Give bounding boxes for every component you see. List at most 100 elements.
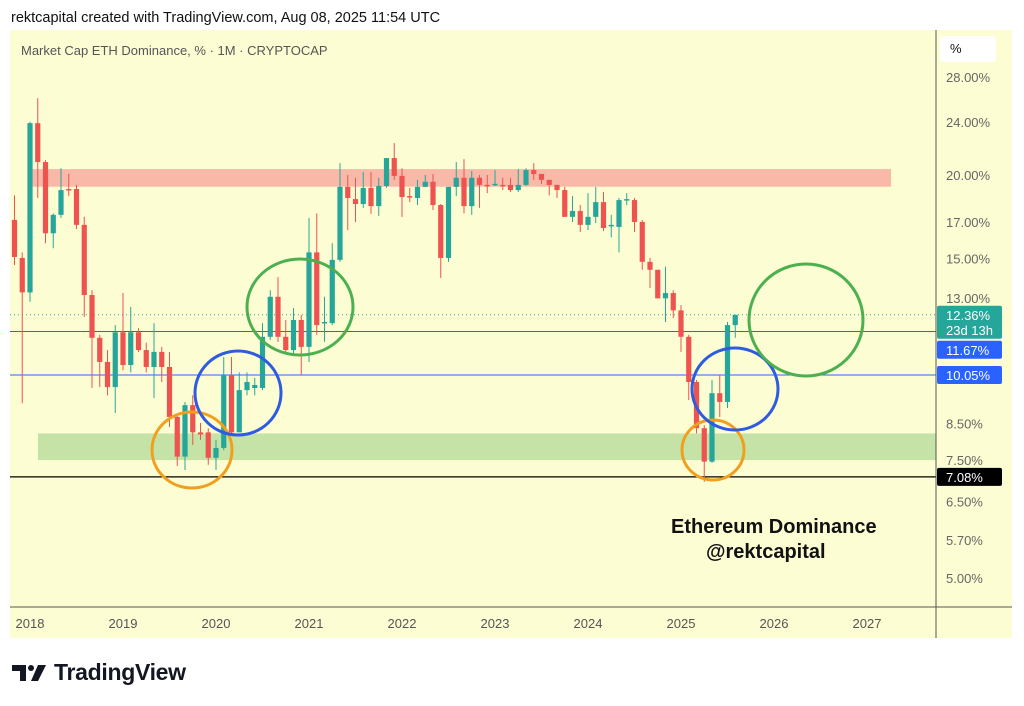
candle-body bbox=[89, 295, 95, 338]
candle-body bbox=[360, 187, 366, 205]
y-tick-label: 5.70% bbox=[946, 533, 983, 548]
candle-body bbox=[554, 184, 560, 191]
chart-credit: rektcapital created with TradingView.com… bbox=[11, 10, 441, 26]
candle-body bbox=[337, 186, 343, 260]
x-tick-label: 2022 bbox=[388, 616, 417, 631]
candle-body bbox=[298, 320, 304, 347]
candle-body bbox=[190, 405, 196, 433]
candle-body bbox=[469, 177, 475, 207]
candle-body bbox=[391, 158, 397, 176]
candle-body bbox=[422, 181, 428, 187]
y-tick-label: 5.00% bbox=[946, 571, 983, 586]
tradingview-logo[interactable]: TradingView bbox=[12, 659, 186, 686]
orange-circle-2025 bbox=[680, 418, 746, 482]
candle-body bbox=[569, 211, 576, 217]
chart-panel[interactable] bbox=[10, 30, 1012, 638]
resistance-zone bbox=[31, 169, 891, 187]
candle-body bbox=[670, 293, 676, 311]
price-scale-unit-button[interactable]: % bbox=[940, 36, 996, 62]
level-badge-0-text: 11.67% bbox=[946, 343, 990, 358]
candle-body bbox=[562, 190, 568, 217]
candle-body bbox=[655, 269, 661, 299]
last-price-badge bbox=[937, 305, 1002, 339]
candle-body bbox=[120, 332, 126, 366]
y-tick-label: 28.00% bbox=[946, 70, 991, 85]
candle-body bbox=[104, 361, 111, 388]
level-badge-1-text: 10.05% bbox=[946, 368, 991, 383]
candle-body bbox=[531, 170, 537, 174]
last-price-badge-text: 12.36% bbox=[946, 308, 991, 323]
y-tick-label: 7.50% bbox=[946, 453, 983, 468]
blue-circle-2020 bbox=[193, 349, 283, 437]
candle-body bbox=[717, 393, 723, 402]
candle-body bbox=[608, 224, 614, 227]
candle-body bbox=[197, 432, 204, 435]
candle-body bbox=[267, 296, 273, 337]
x-tick-label: 2020 bbox=[202, 616, 231, 631]
candle-body bbox=[383, 158, 390, 186]
candle-body bbox=[166, 366, 173, 417]
candle-body bbox=[236, 390, 242, 433]
candle-body bbox=[616, 200, 622, 227]
candle-body bbox=[27, 123, 33, 293]
candle-body bbox=[445, 186, 452, 258]
candle-body bbox=[252, 384, 258, 388]
y-tick-label: 15.00% bbox=[946, 252, 991, 267]
watermark-handle: @rektcapital bbox=[706, 541, 826, 563]
candle-body bbox=[523, 170, 529, 185]
candle-body bbox=[314, 252, 320, 326]
candle-body bbox=[438, 205, 444, 258]
green-circle-2020 bbox=[245, 257, 355, 357]
y-tick-label: 13.00% bbox=[946, 291, 991, 306]
x-tick-label: 2019 bbox=[109, 616, 138, 631]
candle-body bbox=[631, 200, 638, 222]
candle-body bbox=[414, 186, 421, 198]
candle-body bbox=[453, 177, 459, 187]
candle-body bbox=[244, 382, 250, 391]
candle-body bbox=[306, 252, 312, 347]
candle-body bbox=[647, 261, 653, 270]
tradingview-logo-icon bbox=[12, 664, 46, 681]
green-circle-target bbox=[747, 262, 865, 378]
candle-body bbox=[174, 416, 180, 457]
candle-body bbox=[639, 221, 645, 262]
candle-body bbox=[259, 336, 266, 388]
level-badge-1 bbox=[937, 365, 1002, 384]
candle-body bbox=[585, 216, 591, 225]
candle-body bbox=[593, 202, 599, 217]
candle-body bbox=[662, 293, 669, 299]
x-tick-label: 2026 bbox=[760, 616, 789, 631]
candle-body bbox=[151, 351, 157, 367]
candle-body bbox=[58, 190, 64, 215]
candle-body bbox=[159, 351, 165, 367]
candle-body bbox=[50, 214, 56, 234]
level-badge-2 bbox=[937, 467, 1002, 486]
x-tick-label: 2025 bbox=[667, 616, 696, 631]
x-tick-label: 2018 bbox=[16, 616, 45, 631]
candle-body bbox=[577, 211, 583, 225]
candle-body bbox=[321, 321, 328, 324]
candle-body bbox=[213, 447, 219, 458]
candle-body bbox=[538, 173, 545, 180]
candle-body bbox=[430, 181, 436, 206]
candle-body bbox=[128, 332, 134, 366]
x-tick-label: 2023 bbox=[481, 616, 510, 631]
candle-body bbox=[701, 428, 707, 462]
watermark-title: Ethereum Dominance bbox=[671, 516, 877, 538]
candle-body bbox=[515, 184, 521, 191]
candle-body bbox=[368, 187, 374, 207]
level-badge-0 bbox=[937, 340, 1002, 359]
y-tick-label: 8.50% bbox=[946, 417, 983, 432]
candle-body bbox=[507, 184, 514, 191]
last-price-badge-text: 23d 13h bbox=[946, 323, 993, 338]
y-tick-label: 17.00% bbox=[946, 215, 991, 230]
candle-body bbox=[678, 310, 684, 337]
candle-body bbox=[135, 332, 142, 351]
candle-body bbox=[329, 259, 335, 324]
candle-body bbox=[11, 219, 18, 257]
x-tick-label: 2024 bbox=[574, 616, 603, 631]
candle-body bbox=[228, 374, 235, 433]
candle-body bbox=[500, 184, 506, 187]
candle-body bbox=[66, 189, 72, 191]
